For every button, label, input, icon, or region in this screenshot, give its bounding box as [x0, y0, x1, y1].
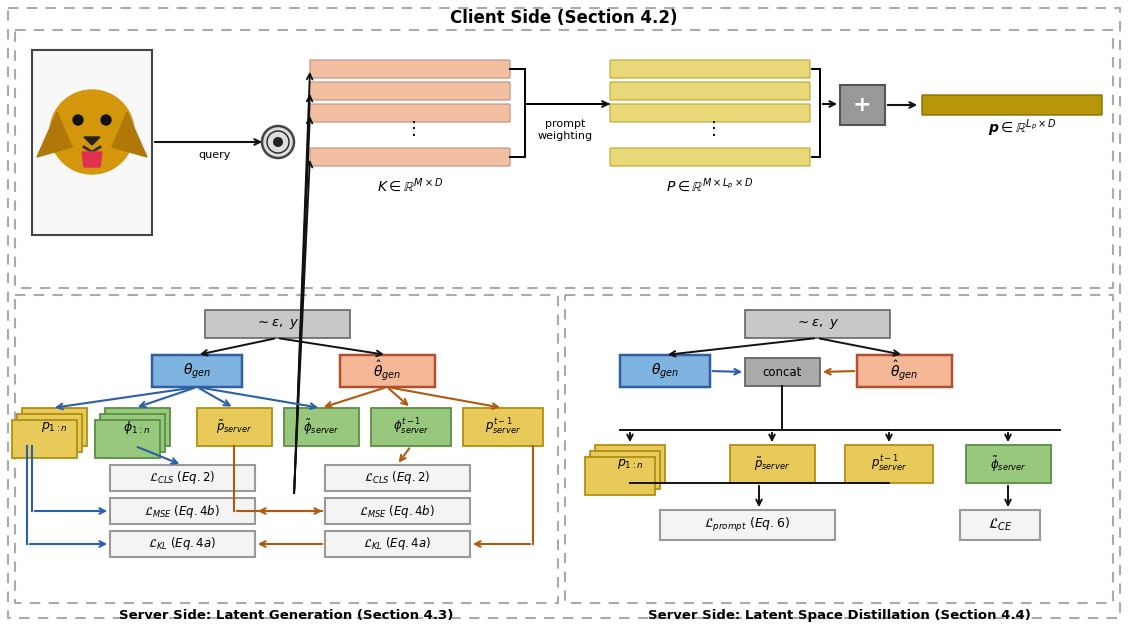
Text: +: +	[853, 95, 871, 115]
Text: $\tilde{p}_{server}$: $\tilde{p}_{server}$	[754, 456, 790, 473]
FancyBboxPatch shape	[590, 451, 660, 489]
Text: $\sim \epsilon,\ y$: $\sim \epsilon,\ y$	[255, 317, 299, 331]
Polygon shape	[112, 112, 147, 157]
Text: $p^{t-1}_{server}$: $p^{t-1}_{server}$	[485, 417, 521, 437]
Text: $\tilde{\phi}_{server}$: $\tilde{\phi}_{server}$	[302, 417, 340, 436]
Text: $p^{t-1}_{server}$: $p^{t-1}_{server}$	[871, 454, 907, 474]
FancyBboxPatch shape	[23, 408, 87, 446]
Text: prompt
weighting: prompt weighting	[537, 119, 592, 141]
Text: $\mathcal{L}_{CE}$: $\mathcal{L}_{CE}$	[988, 517, 1012, 533]
Text: $K \in \mathbb{R}^{M \times D}$: $K \in \mathbb{R}^{M \times D}$	[377, 176, 443, 194]
FancyBboxPatch shape	[32, 50, 152, 235]
Text: $\phi^{t-1}_{server}$: $\phi^{t-1}_{server}$	[393, 417, 429, 437]
Polygon shape	[83, 137, 100, 145]
Polygon shape	[82, 152, 102, 167]
Text: $\tilde{p}_{server}$: $\tilde{p}_{server}$	[215, 419, 252, 436]
Text: $\phi_{1:n}$: $\phi_{1:n}$	[123, 419, 150, 436]
Circle shape	[102, 115, 111, 125]
FancyBboxPatch shape	[310, 148, 510, 166]
Text: $\boldsymbol{p} \in \mathbb{R}^{L_p \times D}$: $\boldsymbol{p} \in \mathbb{R}^{L_p \tim…	[988, 117, 1057, 139]
FancyBboxPatch shape	[310, 82, 510, 100]
Text: query: query	[199, 150, 231, 160]
Text: $\vdots$: $\vdots$	[704, 119, 716, 138]
Text: $\mathcal{L}_{KL}\ (Eq.4a)$: $\mathcal{L}_{KL}\ (Eq.4a)$	[148, 535, 217, 553]
Text: $\hat{\theta}_{gen}$: $\hat{\theta}_{gen}$	[373, 359, 402, 383]
FancyBboxPatch shape	[95, 420, 160, 458]
FancyBboxPatch shape	[730, 445, 816, 483]
FancyBboxPatch shape	[922, 95, 1102, 115]
Text: concat: concat	[763, 366, 802, 378]
FancyBboxPatch shape	[12, 420, 77, 458]
FancyBboxPatch shape	[111, 498, 255, 524]
FancyBboxPatch shape	[371, 408, 451, 446]
FancyBboxPatch shape	[325, 465, 470, 491]
Text: $\sim \epsilon,\ y$: $\sim \epsilon,\ y$	[795, 317, 839, 331]
FancyBboxPatch shape	[105, 408, 170, 446]
Text: $p_{1:n}$: $p_{1:n}$	[617, 457, 643, 471]
FancyBboxPatch shape	[840, 85, 885, 125]
FancyBboxPatch shape	[966, 445, 1051, 483]
FancyBboxPatch shape	[845, 445, 933, 483]
FancyBboxPatch shape	[585, 457, 655, 495]
FancyBboxPatch shape	[310, 104, 510, 122]
FancyBboxPatch shape	[205, 310, 350, 338]
Text: $\mathcal{L}_{MSE}\ (Eq.4b)$: $\mathcal{L}_{MSE}\ (Eq.4b)$	[359, 503, 435, 519]
FancyBboxPatch shape	[111, 465, 255, 491]
FancyBboxPatch shape	[100, 414, 165, 452]
FancyBboxPatch shape	[744, 358, 820, 386]
Text: Server Side: Latent Space Distillation (Section 4.4): Server Side: Latent Space Distillation (…	[647, 609, 1031, 621]
Text: $\mathcal{L}_{CLS}\ (Eq.2)$: $\mathcal{L}_{CLS}\ (Eq.2)$	[149, 470, 215, 487]
FancyBboxPatch shape	[660, 510, 835, 540]
Text: $\mathcal{L}_{prompt}\ (Eq.6)$: $\mathcal{L}_{prompt}\ (Eq.6)$	[704, 516, 790, 534]
FancyBboxPatch shape	[111, 531, 255, 557]
Text: $\theta_{gen}$: $\theta_{gen}$	[651, 361, 679, 381]
FancyBboxPatch shape	[594, 445, 666, 483]
Text: $p_{1:n}$: $p_{1:n}$	[41, 420, 68, 434]
FancyBboxPatch shape	[325, 531, 470, 557]
FancyBboxPatch shape	[857, 355, 952, 387]
FancyBboxPatch shape	[610, 148, 810, 166]
FancyBboxPatch shape	[197, 408, 272, 446]
Circle shape	[262, 126, 294, 158]
FancyBboxPatch shape	[610, 60, 810, 78]
Circle shape	[50, 90, 134, 174]
FancyBboxPatch shape	[152, 355, 243, 387]
FancyBboxPatch shape	[325, 498, 470, 524]
Text: $\mathcal{L}_{MSE}\ (Eq.4b)$: $\mathcal{L}_{MSE}\ (Eq.4b)$	[144, 503, 220, 519]
Circle shape	[273, 137, 283, 147]
FancyBboxPatch shape	[610, 104, 810, 122]
Text: Server Side: Latent Generation (Section 4.3): Server Side: Latent Generation (Section …	[118, 609, 453, 621]
FancyBboxPatch shape	[620, 355, 710, 387]
FancyBboxPatch shape	[17, 414, 82, 452]
Text: $\vdots$: $\vdots$	[404, 119, 416, 138]
FancyBboxPatch shape	[462, 408, 543, 446]
FancyBboxPatch shape	[340, 355, 435, 387]
Polygon shape	[37, 112, 72, 157]
Text: $\tilde{\phi}_{server}$: $\tilde{\phi}_{server}$	[990, 454, 1026, 473]
FancyBboxPatch shape	[744, 310, 890, 338]
Text: $\hat{\theta}_{gen}$: $\hat{\theta}_{gen}$	[890, 359, 918, 383]
Circle shape	[73, 115, 83, 125]
Text: $\mathcal{L}_{CLS}\ (Eq.2)$: $\mathcal{L}_{CLS}\ (Eq.2)$	[363, 470, 430, 487]
Text: $P \in \mathbb{R}^{M \times L_p \times D}$: $P \in \mathbb{R}^{M \times L_p \times D…	[667, 176, 754, 194]
Text: Client Side (Section 4.2): Client Side (Section 4.2)	[450, 9, 678, 27]
FancyBboxPatch shape	[610, 82, 810, 100]
Text: $\mathcal{L}_{KL}\ (Eq.4a)$: $\mathcal{L}_{KL}\ (Eq.4a)$	[363, 535, 431, 553]
FancyBboxPatch shape	[960, 510, 1040, 540]
Text: $\theta_{gen}$: $\theta_{gen}$	[183, 361, 211, 381]
FancyBboxPatch shape	[284, 408, 359, 446]
FancyBboxPatch shape	[310, 60, 510, 78]
